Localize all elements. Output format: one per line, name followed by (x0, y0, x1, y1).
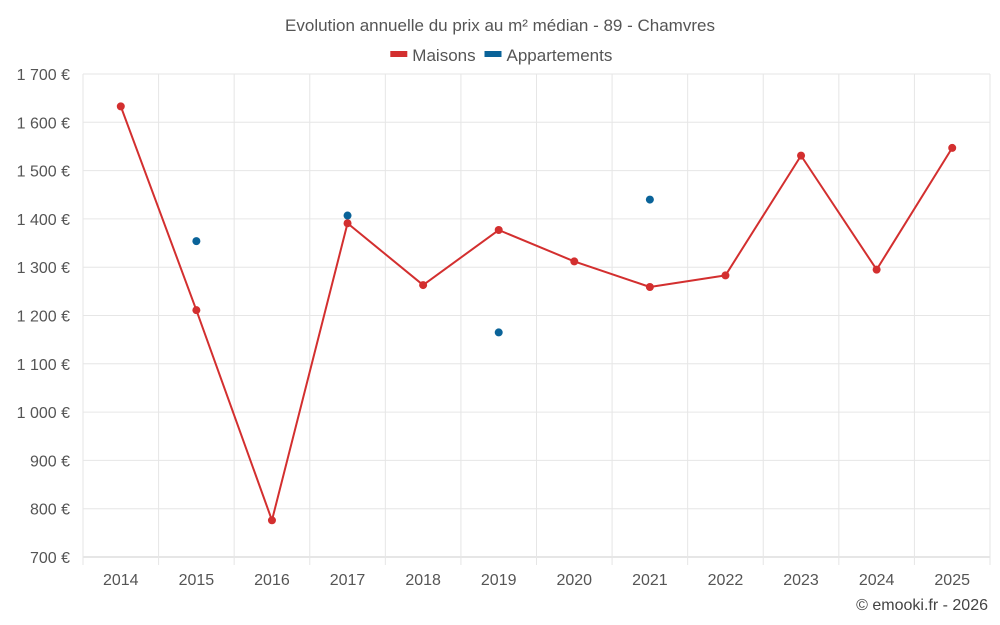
y-tick-label: 1 300 € (17, 260, 70, 277)
legend-label: Maisons (412, 46, 475, 65)
series-points (116, 102, 957, 525)
legend-item-appartements[interactable]: Appartements (484, 46, 613, 65)
legend-swatch (484, 51, 502, 57)
data-point-maisons[interactable] (797, 151, 806, 160)
data-point-maisons[interactable] (267, 516, 276, 525)
data-point-appartements[interactable] (494, 328, 503, 337)
data-point-appartements[interactable] (192, 237, 201, 246)
y-tick-label: 1 600 € (17, 115, 70, 132)
data-point-appartements[interactable] (645, 195, 654, 204)
y-tick-label: 1 700 € (17, 67, 70, 84)
x-tick-label: 2023 (783, 572, 819, 589)
x-tick-label: 2015 (179, 572, 215, 589)
data-point-maisons[interactable] (948, 143, 957, 152)
data-point-maisons[interactable] (721, 271, 730, 280)
legend: Maisons Appartements (390, 46, 612, 65)
x-tick-label: 2024 (859, 572, 895, 589)
data-point-maisons[interactable] (494, 226, 503, 235)
x-tick-label: 2017 (330, 572, 366, 589)
y-tick-label: 800 € (30, 502, 70, 519)
x-tick-label: 2016 (254, 572, 290, 589)
data-point-maisons[interactable] (343, 219, 352, 228)
x-tick-label: 2018 (405, 572, 441, 589)
data-point-maisons[interactable] (419, 281, 428, 290)
legend-item-maisons[interactable]: Maisons (390, 46, 476, 65)
data-point-maisons[interactable] (645, 283, 654, 292)
y-tick-label: 1 200 € (17, 309, 70, 326)
data-point-maisons[interactable] (192, 306, 201, 315)
y-tick-label: 700 € (30, 550, 70, 567)
series-line-maisons (119, 106, 954, 522)
series-lines (119, 106, 954, 522)
x-tick-label: 2025 (934, 572, 970, 589)
chart-title: Evolution annuelle du prix au m² médian … (285, 16, 715, 35)
y-tick-label: 1 500 € (17, 164, 70, 181)
y-tick-label: 1 000 € (17, 405, 70, 422)
y-tick-label: 1 100 € (17, 357, 70, 374)
legend-swatch (390, 51, 408, 57)
y-tick-label: 1 400 € (17, 212, 70, 229)
legend-label: Appartements (507, 46, 613, 65)
data-point-maisons[interactable] (872, 265, 881, 274)
y-axis-labels: 700 € 800 € 900 € 1 000 € 1 100 € 1 200 € 1 30… (17, 67, 70, 567)
x-tick-label: 2020 (556, 572, 592, 589)
x-tick-label: 2021 (632, 572, 668, 589)
x-gridlines (82, 74, 991, 565)
x-tick-label: 2022 (708, 572, 744, 589)
y-tick-label: 900 € (30, 453, 70, 470)
credit-text: © emooki.fr - 2026 (856, 597, 988, 614)
x-axis-labels: 2014 2015 2016 2017 2018 2019 2020 2021 2022 2023… (103, 572, 970, 589)
x-tick-label: 2019 (481, 572, 517, 589)
x-tick-label: 2014 (103, 572, 139, 589)
data-point-appartements[interactable] (343, 211, 352, 220)
data-point-maisons[interactable] (570, 257, 579, 266)
data-point-maisons[interactable] (116, 102, 125, 111)
